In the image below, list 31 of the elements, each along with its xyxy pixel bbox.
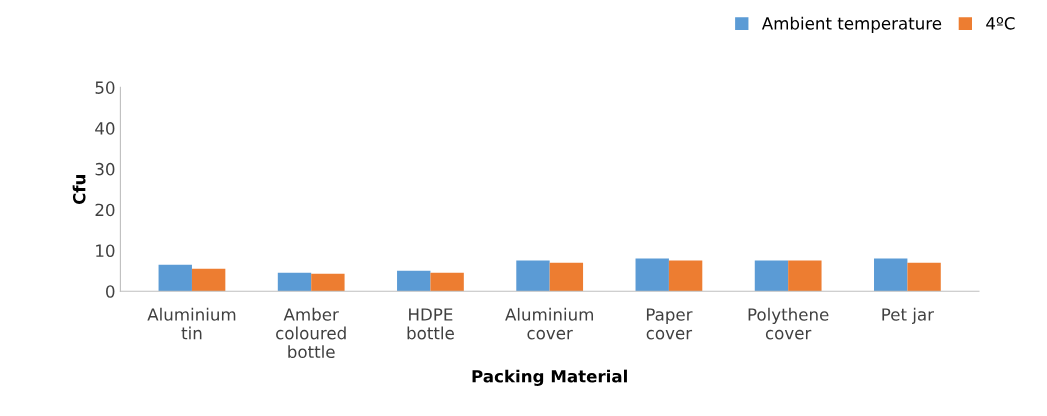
x-tick-label: Aluminium tin	[147, 307, 236, 340]
bar	[668, 260, 703, 292]
y-tick-label: 20	[95, 203, 115, 217]
x-tick-label: HDPE bottle	[407, 308, 454, 340]
bar	[430, 272, 464, 292]
x-tick-label: Polythene cover	[748, 307, 829, 340]
bar	[311, 273, 345, 292]
bar	[277, 272, 312, 292]
y-tick-label: 40	[95, 122, 115, 135]
bar	[516, 260, 550, 292]
x-tick-label: Aluminium cover	[505, 307, 593, 340]
bar	[191, 268, 226, 292]
x-tick-label: Pet jar	[882, 307, 935, 324]
legend-label: 4ºC	[986, 17, 1015, 30]
x-tick-label: Amber coloured bottle	[276, 307, 346, 359]
x-tick-label: Paper cover	[646, 308, 693, 340]
bar	[788, 260, 822, 292]
bar	[549, 262, 584, 292]
bar	[397, 270, 431, 292]
y-tick-label: 30	[95, 162, 115, 176]
y-axis-title: Cfu	[72, 175, 86, 205]
bar	[907, 262, 941, 292]
bar	[754, 260, 789, 292]
x-axis-title: Packing Material	[472, 369, 627, 386]
y-tick-label: 50	[95, 81, 115, 94]
legend-label: Ambient temperature	[761, 16, 942, 33]
y-tick-label: 0	[106, 285, 115, 298]
bar	[158, 264, 192, 292]
bar	[635, 258, 669, 292]
bar	[874, 258, 908, 292]
y-tick-label: 10	[96, 244, 115, 257]
